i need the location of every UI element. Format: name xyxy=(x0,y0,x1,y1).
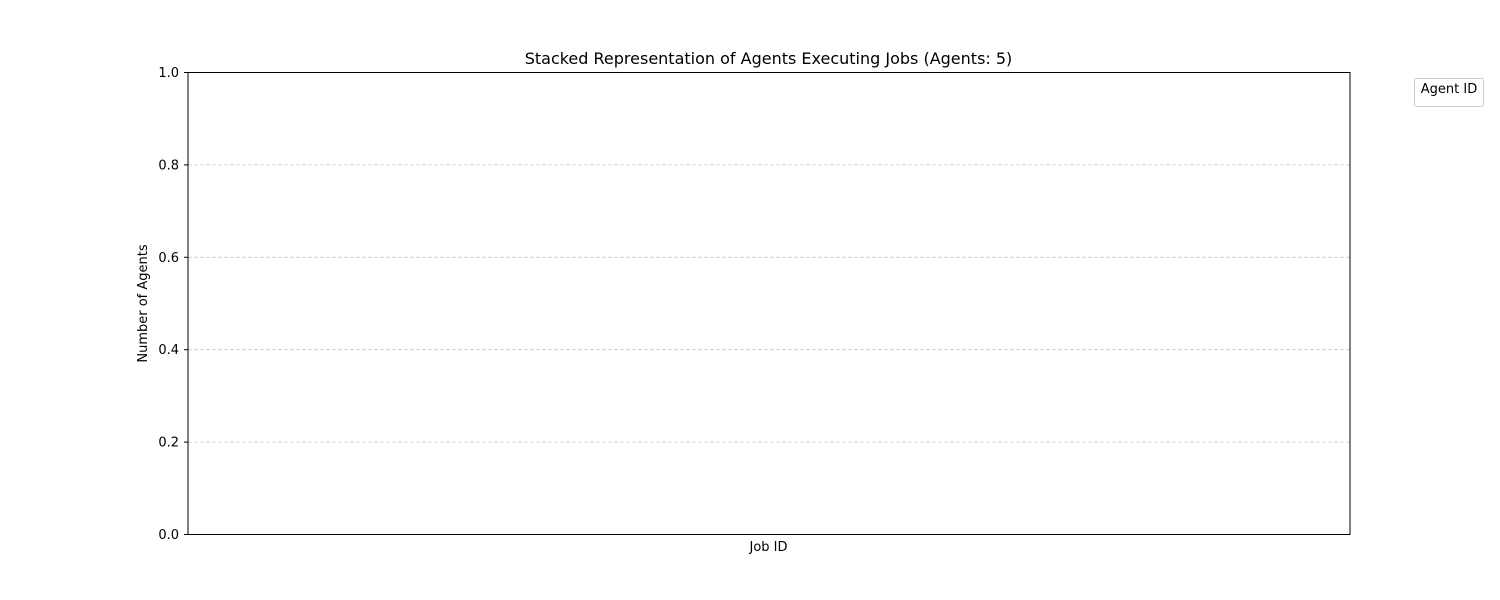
grid-lines xyxy=(188,164,1350,443)
legend-title: Agent ID xyxy=(1421,82,1477,97)
y-tick-label: 0.8 xyxy=(158,158,179,173)
legend-box xyxy=(1414,78,1484,107)
y-tick-label: 0.2 xyxy=(158,436,179,451)
y-axis-ticks: 0.0 0.2 0.4 0.6 0.8 1.0 xyxy=(158,66,188,543)
legend: Agent ID xyxy=(1414,78,1484,107)
y-tick-label: 0.6 xyxy=(158,251,179,266)
y-tick-label: 1.0 xyxy=(158,66,179,81)
x-axis-label: Job ID xyxy=(748,540,787,555)
y-axis-label: Number of Agents xyxy=(136,244,151,362)
chart-title: Stacked Representation of Agents Executi… xyxy=(525,49,1013,68)
y-tick-label: 0.0 xyxy=(158,528,179,543)
y-tick-label: 0.4 xyxy=(158,343,179,358)
plot-area-frame xyxy=(187,72,1351,535)
